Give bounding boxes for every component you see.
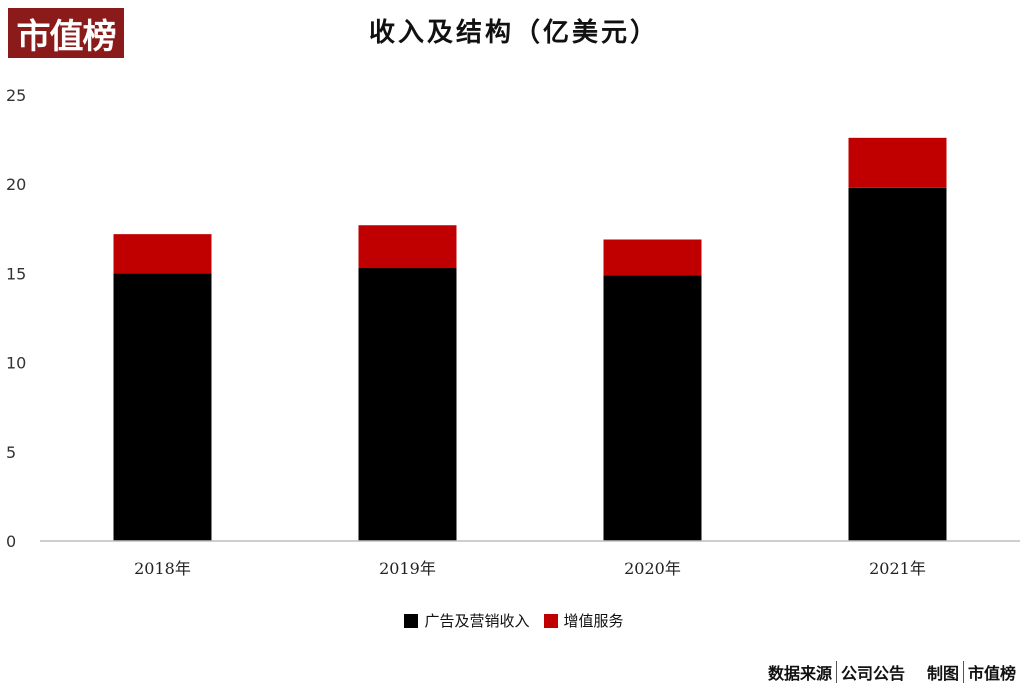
bar-ad-1 [358,268,457,541]
bar-vas-3 [848,137,947,188]
footer-credit: 数据来源 公司公告 制图 市值榜 [768,660,1016,684]
y-tick-label: 15 [6,264,26,283]
bar-vas-0 [113,234,212,274]
logo: 市值榜 [8,8,124,58]
footer-divider [962,661,964,683]
legend-label-ad: 广告及营销收入 [424,612,530,630]
bar-ad-0 [113,273,212,541]
chart-title: 收入及结构（亿美元） [368,18,659,48]
x-tick-label: 2019年 [379,559,436,578]
y-tick-label: 10 [6,354,26,373]
bar-vas-2 [603,239,702,276]
y-tick-label: 25 [6,86,26,105]
footer-source-label: 数据来源 [767,664,832,683]
legend-swatch-vas [543,613,558,628]
y-tick-label: 20 [6,175,26,194]
footer-source-value: 公司公告 [840,664,905,683]
legend-item-vas: 增值服务 [543,610,624,631]
bar-ad-2 [603,275,702,541]
bar-ad-3 [848,187,947,541]
x-tick-label: 2021年 [869,559,926,578]
y-tick-label: 0 [6,532,16,551]
x-tick-label: 2018年 [134,559,191,578]
footer-made-label: 制图 [926,664,959,683]
x-tick-label: 2020年 [624,559,681,578]
y-tick-label: 5 [6,443,16,462]
footer-made-value: 市值榜 [967,664,1016,683]
footer-divider [835,661,837,683]
bar-vas-1 [358,225,457,269]
legend: 广告及营销收入 增值服务 [0,610,1028,631]
legend-item-ad: 广告及营销收入 [404,610,530,631]
legend-swatch-ad [404,613,419,628]
legend-label-vas: 增值服务 [563,612,624,630]
